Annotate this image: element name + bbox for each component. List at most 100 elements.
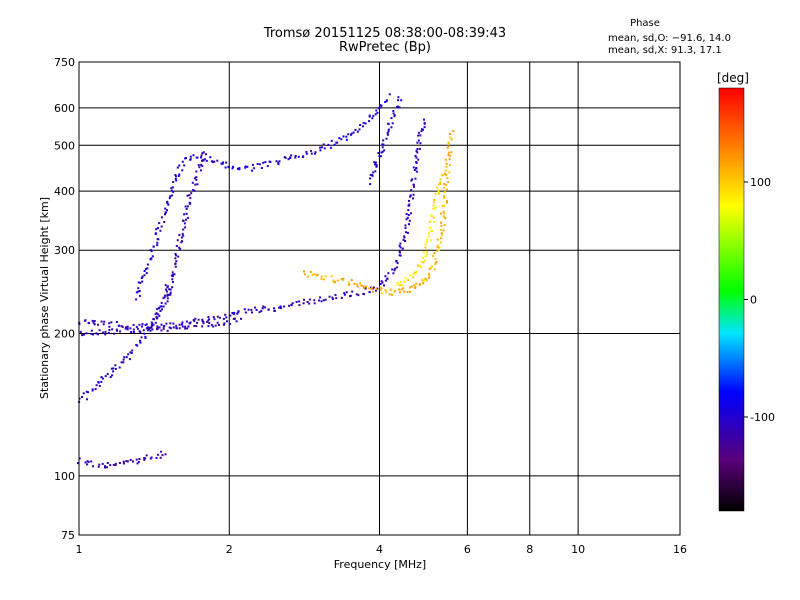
echo-point xyxy=(364,287,367,290)
echo-point xyxy=(180,241,183,244)
echo-point xyxy=(171,271,174,274)
echo-point xyxy=(375,165,378,168)
echo-point xyxy=(166,201,169,204)
echo-point xyxy=(321,146,323,149)
echo-point xyxy=(396,262,399,265)
echo-point xyxy=(444,158,447,161)
echo-point xyxy=(156,325,159,328)
echo-point xyxy=(443,183,446,185)
echo-point xyxy=(327,143,330,146)
echo-point xyxy=(106,462,109,464)
echo-point xyxy=(396,283,399,286)
echo-point xyxy=(191,181,194,184)
echo-point xyxy=(278,160,281,163)
echo-point xyxy=(232,317,235,320)
chart-title: Tromsø 20151125 08:38:00-08:39:43 xyxy=(263,26,507,41)
echo-point xyxy=(81,396,83,398)
echo-point xyxy=(414,286,417,289)
echo-points xyxy=(77,93,455,469)
echo-point xyxy=(405,218,408,221)
echo-point xyxy=(157,238,160,241)
echo-point xyxy=(381,150,384,153)
echo-point xyxy=(355,293,358,296)
echo-point xyxy=(84,461,87,464)
echo-point xyxy=(377,107,380,110)
echo-point xyxy=(163,325,166,327)
echo-point xyxy=(108,329,111,331)
echo-point xyxy=(172,190,175,193)
echo-point xyxy=(90,333,93,335)
echo-point xyxy=(391,293,393,296)
echo-point xyxy=(174,174,177,176)
echo-point xyxy=(359,282,361,285)
echo-point xyxy=(178,327,181,330)
echo-point xyxy=(175,179,178,182)
echo-point xyxy=(448,171,451,174)
echo-point xyxy=(224,313,227,316)
echo-point xyxy=(410,189,413,192)
echo-point xyxy=(347,133,350,136)
echo-point xyxy=(166,293,169,296)
echo-point xyxy=(201,325,204,328)
x-axis-label: Frequency [MHz] xyxy=(334,558,426,571)
echo-point xyxy=(144,324,147,326)
echo-point xyxy=(140,336,143,339)
echo-point xyxy=(340,296,343,299)
echo-point xyxy=(124,327,127,330)
echo-point xyxy=(376,111,379,114)
echo-point xyxy=(95,384,98,387)
echo-point xyxy=(443,224,446,226)
echo-point xyxy=(181,240,184,243)
echo-point xyxy=(387,123,390,126)
echo-point xyxy=(402,287,405,290)
echo-point xyxy=(135,298,138,301)
echo-point xyxy=(182,219,185,222)
echo-point xyxy=(374,113,377,116)
echo-point xyxy=(282,305,285,308)
echo-point xyxy=(175,260,178,263)
echo-point xyxy=(148,328,150,331)
echo-point xyxy=(423,118,425,121)
echo-point xyxy=(202,151,205,154)
echo-point xyxy=(445,162,448,165)
echo-point xyxy=(154,232,157,235)
echo-point xyxy=(423,126,426,129)
echo-point xyxy=(205,153,207,156)
echo-point xyxy=(166,294,169,297)
echo-point xyxy=(135,458,138,461)
echo-point xyxy=(129,351,132,354)
echo-point xyxy=(208,318,211,321)
echo-point xyxy=(118,324,121,327)
echo-point xyxy=(311,273,314,276)
echo-point xyxy=(372,290,374,293)
echo-point xyxy=(386,277,389,280)
echo-point xyxy=(170,194,173,197)
echo-point xyxy=(193,319,196,322)
echo-point xyxy=(398,250,401,253)
echo-point xyxy=(340,138,343,141)
echo-point xyxy=(109,464,112,467)
echo-point xyxy=(160,308,163,311)
echo-point xyxy=(411,178,414,181)
echo-point xyxy=(350,132,353,135)
echo-point xyxy=(379,288,382,291)
echo-point xyxy=(394,267,397,270)
echo-point xyxy=(374,288,377,290)
phase-o-stats: mean, sd,O: −91.6, 14.0 xyxy=(608,33,731,44)
echo-point xyxy=(273,307,275,310)
echo-point xyxy=(156,308,159,310)
echo-point xyxy=(440,212,442,215)
echo-point xyxy=(422,261,425,264)
echo-point xyxy=(330,139,333,142)
echo-point xyxy=(374,161,377,164)
echo-point xyxy=(426,238,429,241)
echo-point xyxy=(410,285,413,288)
echo-point xyxy=(419,134,422,137)
echo-point xyxy=(77,462,79,465)
echo-point xyxy=(104,333,107,336)
echo-point xyxy=(438,183,440,186)
echo-point xyxy=(426,240,429,243)
echo-point xyxy=(387,130,390,133)
echo-point xyxy=(87,322,90,325)
echo-point xyxy=(251,169,253,172)
